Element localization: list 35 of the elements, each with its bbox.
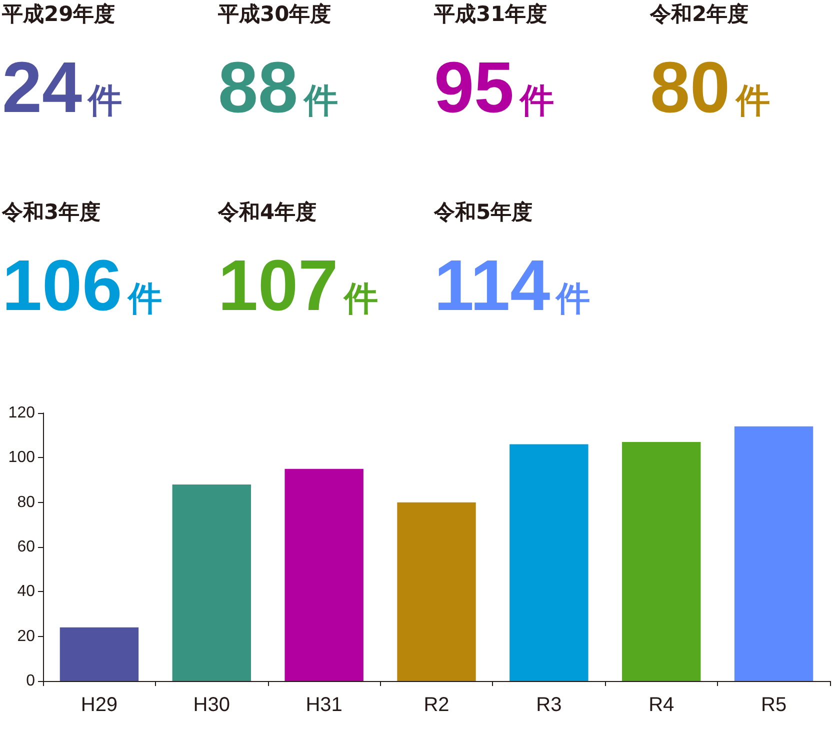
y-tick-label: 60	[17, 538, 36, 556]
x-tick-label: H31	[306, 694, 342, 716]
x-tick-label: R2	[424, 694, 450, 716]
x-tick-label: H30	[193, 694, 230, 716]
x-tick-label: R3	[536, 694, 562, 716]
bar	[172, 484, 251, 681]
x-tick-label: R4	[648, 694, 674, 716]
bar	[510, 444, 588, 681]
bar	[397, 502, 476, 681]
text: 令和4年度	[218, 199, 318, 226]
text: 令和5年度	[434, 199, 534, 226]
text: 107件	[218, 246, 378, 326]
x-tick-label: R5	[760, 694, 787, 716]
text: 24件	[2, 48, 122, 128]
text: 平成29年度	[2, 1, 116, 28]
text: 106件	[2, 246, 162, 326]
bar	[734, 426, 814, 681]
text: 95件	[434, 48, 554, 128]
x-tick-label: H29	[80, 694, 118, 716]
bar	[60, 627, 139, 681]
y-tick-label: 120	[8, 404, 36, 422]
text: 平成30年度	[218, 1, 332, 28]
y-tick-label: 100	[8, 449, 36, 466]
bar	[622, 442, 701, 681]
text: 114件	[434, 246, 590, 326]
y-tick-label: 20	[17, 628, 36, 645]
y-tick-label: 80	[17, 494, 36, 511]
text: 令和2年度	[650, 1, 750, 28]
y-tick-label: 0	[26, 672, 36, 690]
text: 88件	[218, 48, 338, 128]
text: 令和3年度	[2, 199, 102, 226]
text: 80件	[650, 48, 770, 128]
text: 平成31年度	[434, 1, 548, 28]
y-tick-label: 40	[17, 583, 36, 600]
bar	[284, 468, 364, 681]
